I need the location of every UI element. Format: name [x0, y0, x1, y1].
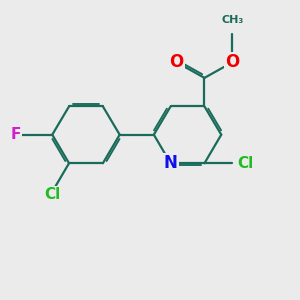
Text: N: N: [164, 154, 178, 172]
Text: CH₃: CH₃: [221, 16, 244, 26]
Text: F: F: [10, 127, 21, 142]
Text: O: O: [169, 53, 184, 71]
Text: Cl: Cl: [238, 156, 254, 171]
Text: Cl: Cl: [44, 187, 60, 202]
Text: O: O: [225, 53, 240, 71]
